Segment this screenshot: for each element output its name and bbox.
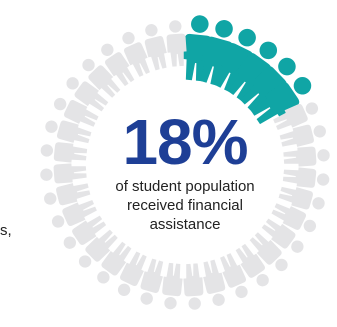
person-icon-highlighted <box>200 20 233 86</box>
person-icon <box>53 97 99 127</box>
side-text: s, <box>0 222 12 239</box>
stat-caption-line-3: assistance <box>149 216 221 233</box>
person-icon <box>278 186 325 210</box>
person-icon <box>40 163 87 184</box>
person-icon <box>44 183 91 206</box>
person-icon <box>283 146 330 167</box>
person-icon <box>261 218 304 253</box>
stat-caption-line-2: received financial <box>127 197 243 214</box>
person-icon <box>51 200 97 228</box>
person-icon <box>140 258 164 305</box>
person-icon <box>183 263 204 310</box>
person-icon <box>66 77 109 112</box>
person-icon <box>78 229 118 268</box>
person-icon <box>273 102 319 130</box>
person-icon <box>249 232 288 272</box>
person-icon <box>271 203 317 233</box>
person-icon <box>101 43 135 87</box>
person-icon <box>63 215 107 249</box>
person-icon <box>40 142 88 163</box>
person-icon <box>235 243 269 287</box>
person-icon <box>220 253 248 299</box>
person-icon-highlighted <box>250 76 312 125</box>
person-icon <box>45 120 92 144</box>
person-icon <box>203 259 226 306</box>
person-icon <box>162 262 183 310</box>
person-icon <box>122 31 150 77</box>
person-icon <box>117 251 147 297</box>
person-icon <box>144 24 167 71</box>
person-icon <box>282 167 330 188</box>
person-icon <box>166 20 187 67</box>
person-icon-highlighted <box>240 57 296 112</box>
person-icon <box>279 124 326 147</box>
person-icon-highlighted <box>228 41 278 101</box>
person-icon-highlighted <box>214 28 256 93</box>
stat-caption: of student population received financial… <box>80 177 290 234</box>
stat-value: 18% <box>122 106 248 178</box>
person-icon <box>97 241 132 284</box>
person-icon <box>82 58 121 98</box>
person-icon-highlighted <box>182 15 212 82</box>
stat-caption-line-1: of student population <box>115 178 255 195</box>
